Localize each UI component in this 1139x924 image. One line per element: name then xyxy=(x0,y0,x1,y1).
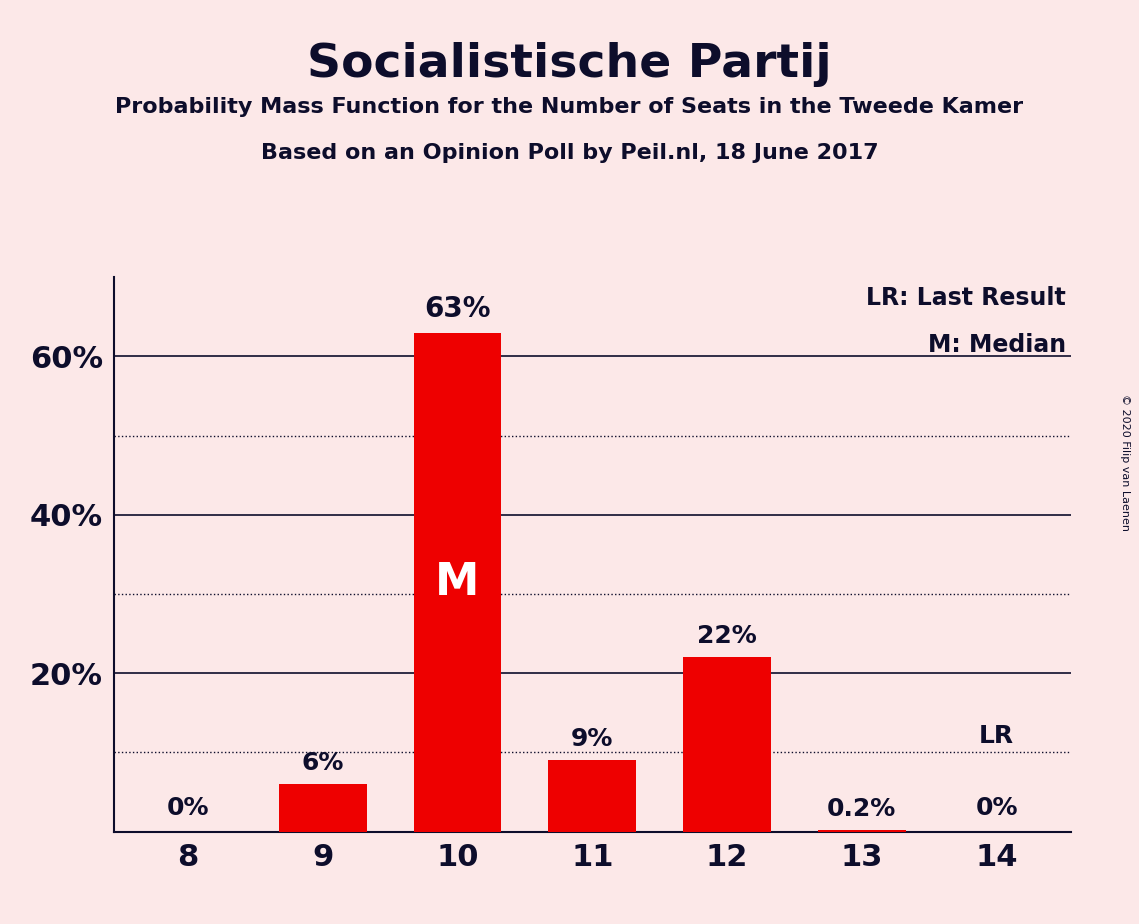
Bar xyxy=(279,784,367,832)
Text: 0.2%: 0.2% xyxy=(827,796,896,821)
Text: 6%: 6% xyxy=(302,750,344,774)
Text: 9%: 9% xyxy=(571,727,614,751)
Bar xyxy=(818,830,906,832)
Text: 0%: 0% xyxy=(975,796,1018,820)
Text: 22%: 22% xyxy=(697,624,757,648)
Text: Probability Mass Function for the Number of Seats in the Tweede Kamer: Probability Mass Function for the Number… xyxy=(115,97,1024,117)
Text: LR: Last Result: LR: Last Result xyxy=(866,286,1066,310)
Text: Based on an Opinion Poll by Peil.nl, 18 June 2017: Based on an Opinion Poll by Peil.nl, 18 … xyxy=(261,143,878,164)
Bar xyxy=(549,760,636,832)
Text: 63%: 63% xyxy=(424,295,491,323)
Text: M: Median: M: Median xyxy=(928,333,1066,357)
Text: LR: LR xyxy=(980,724,1014,748)
Text: © 2020 Filip van Laenen: © 2020 Filip van Laenen xyxy=(1120,394,1130,530)
Text: Socialistische Partij: Socialistische Partij xyxy=(308,42,831,87)
Bar xyxy=(683,657,771,832)
Bar xyxy=(413,333,501,832)
Text: M: M xyxy=(435,561,480,603)
Text: 0%: 0% xyxy=(166,796,210,820)
